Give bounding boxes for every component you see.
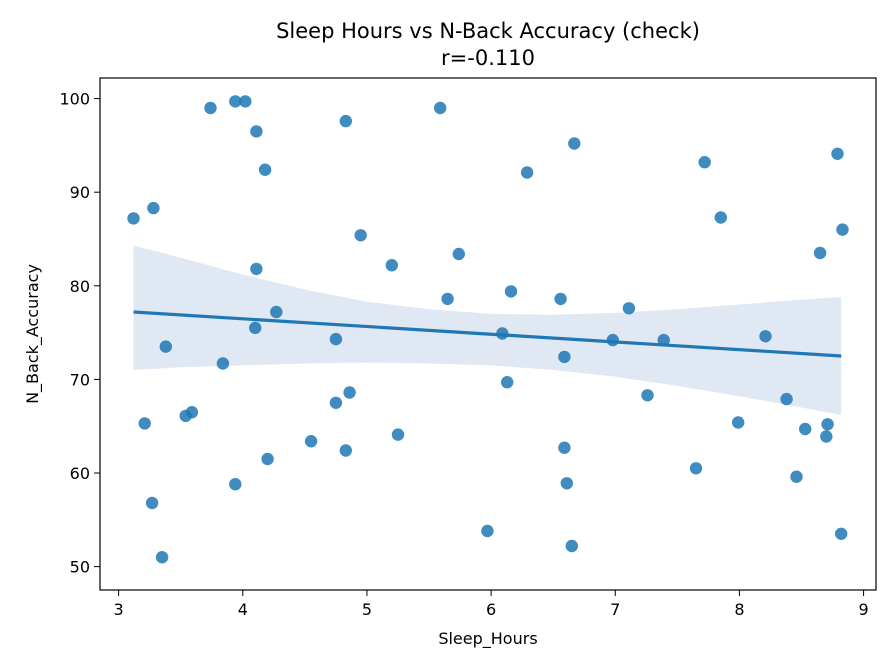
data-point — [641, 389, 654, 402]
y-tick-label: 60 — [70, 464, 90, 483]
data-point — [250, 125, 263, 138]
data-point — [185, 406, 199, 419]
data-point — [159, 340, 172, 353]
y-tick-label: 80 — [70, 277, 90, 296]
data-point — [216, 357, 230, 370]
x-tick-label: 7 — [610, 600, 620, 619]
data-point — [813, 246, 827, 260]
x-axis-ticks: 3 4 5 6 7 8 9 — [114, 590, 869, 619]
x-tick-label: 3 — [114, 600, 124, 619]
regression-line — [133, 310, 842, 358]
data-point — [501, 376, 514, 389]
data-point — [481, 524, 494, 538]
data-point — [568, 137, 581, 150]
data-point — [354, 229, 367, 242]
data-point — [452, 247, 465, 261]
data-point — [558, 441, 571, 454]
data-point — [127, 212, 140, 225]
x-tick-label: 5 — [362, 600, 372, 619]
data-point — [239, 95, 252, 108]
data-point — [329, 332, 343, 346]
data-point — [714, 211, 727, 224]
data-point — [138, 417, 151, 430]
data-point — [441, 292, 454, 306]
data-point — [339, 444, 352, 457]
data-point — [799, 422, 812, 436]
data-point — [270, 305, 283, 319]
x-axis-label: Sleep_Hours — [438, 629, 537, 649]
y-tick-label: 100 — [59, 90, 90, 109]
data-point — [560, 477, 573, 490]
data-point — [698, 156, 711, 169]
data-point — [504, 285, 518, 298]
y-tick-label: 50 — [70, 558, 90, 577]
data-point — [249, 321, 262, 335]
data-point — [821, 418, 834, 431]
data-point — [304, 435, 318, 448]
data-point — [155, 551, 169, 564]
data-point — [780, 392, 793, 406]
y-axis-ticks: 50 60 70 80 90 100 — [59, 90, 100, 577]
data-point — [250, 262, 263, 276]
points-layer — [127, 95, 849, 564]
data-point — [554, 292, 567, 306]
data-point — [622, 302, 636, 315]
x-tick-label: 6 — [486, 600, 496, 619]
data-point — [385, 259, 398, 272]
y-axis-label: N_Back_Accuracy — [23, 264, 43, 404]
data-point — [520, 166, 534, 179]
data-point — [558, 350, 571, 364]
data-point — [229, 478, 242, 491]
confidence-band — [133, 245, 842, 415]
data-point — [820, 430, 833, 443]
x-tick-label: 4 — [238, 600, 248, 619]
data-point — [258, 163, 272, 176]
data-point — [145, 496, 159, 510]
data-point — [732, 416, 745, 429]
data-point — [835, 527, 848, 540]
data-point — [759, 330, 772, 343]
data-point — [565, 539, 578, 553]
data-point — [689, 462, 703, 475]
data-point — [229, 95, 242, 108]
data-point — [261, 452, 274, 466]
chart-subtitle: r=-0.110 — [441, 46, 535, 70]
chart-title: Sleep Hours vs N-Back Accuracy (check) — [276, 19, 700, 43]
data-point — [329, 396, 343, 409]
fit-line-layer — [133, 310, 842, 358]
plot-frame — [99, 77, 877, 591]
data-point — [790, 470, 803, 483]
x-tick-label: 8 — [734, 600, 744, 619]
data-point — [343, 386, 356, 399]
data-point — [204, 101, 217, 115]
data-point — [339, 114, 352, 128]
data-point — [391, 428, 405, 441]
y-tick-label: 90 — [70, 183, 90, 202]
confidence-band-layer — [133, 245, 842, 415]
data-point — [836, 223, 849, 236]
data-point — [434, 101, 447, 115]
x-tick-label: 9 — [858, 600, 868, 619]
y-tick-label: 70 — [70, 370, 90, 389]
data-point — [831, 147, 844, 160]
data-point — [147, 201, 160, 215]
